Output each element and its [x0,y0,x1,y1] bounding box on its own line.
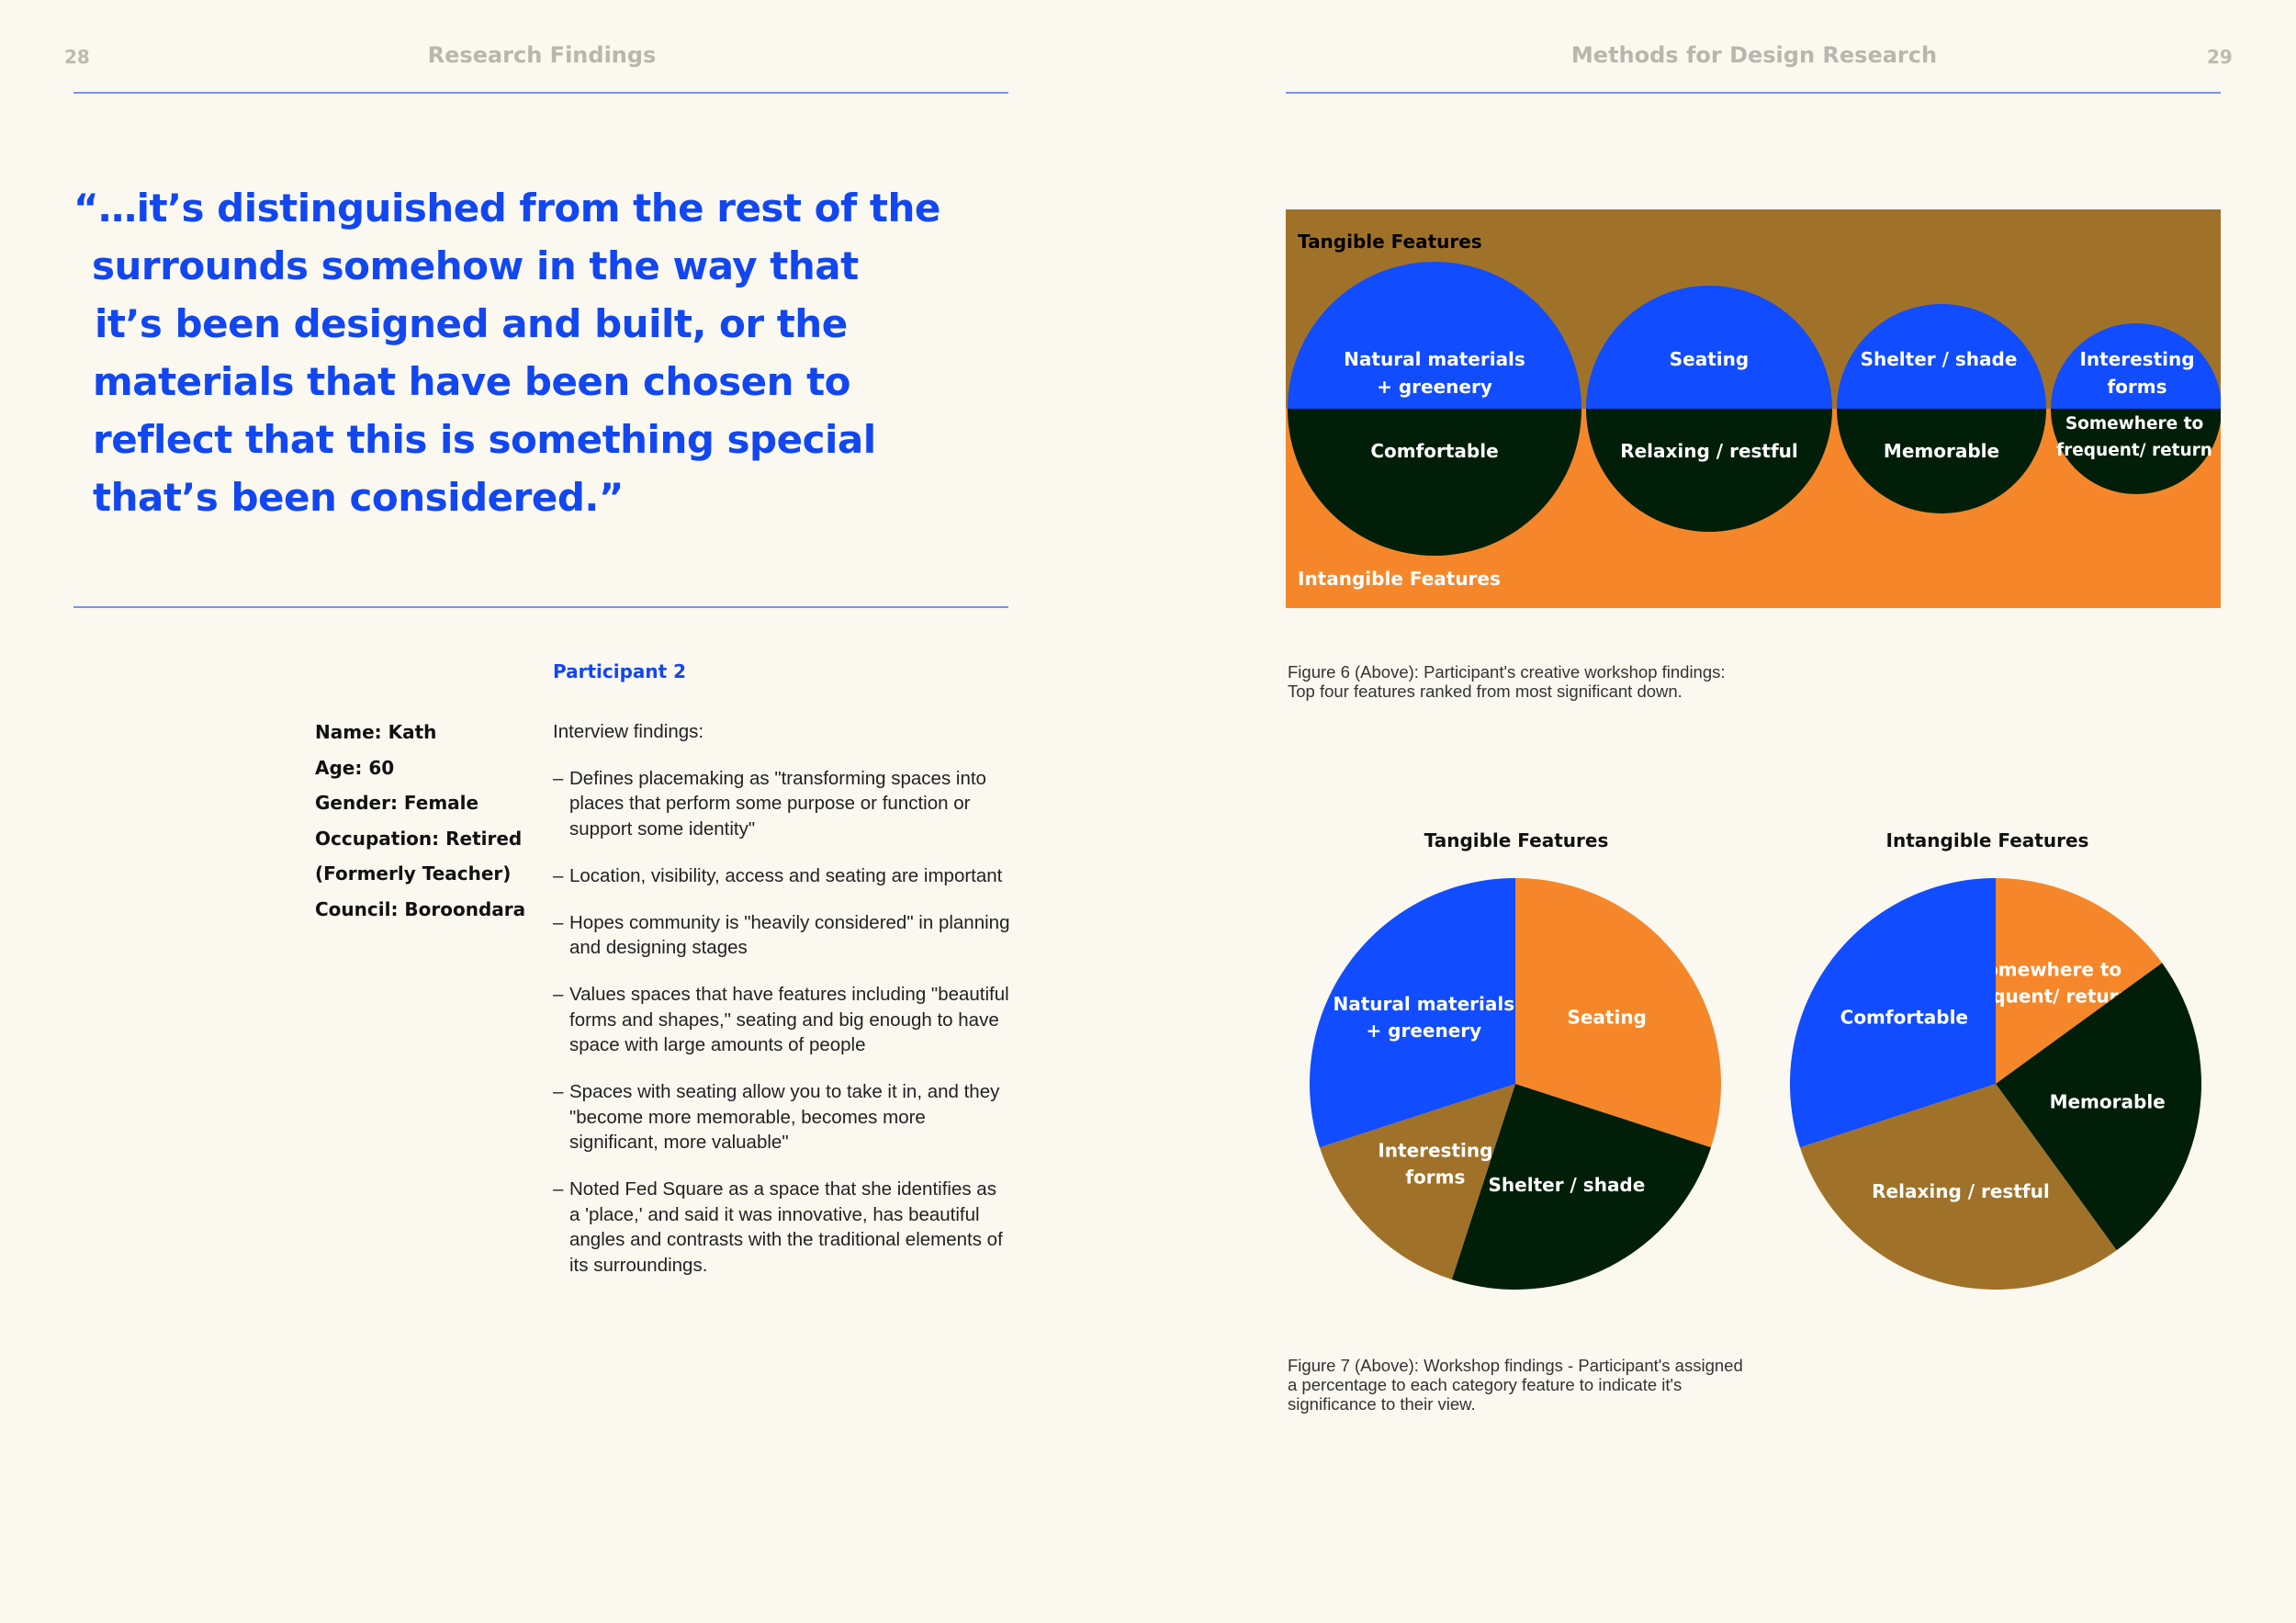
intangible-features-label: Intangible Features [1298,568,1501,590]
finding-item: – Defines placemaking as "transforming sp… [553,766,1012,842]
bullet-dash: – [553,767,564,789]
right-header-rule [1286,92,2221,94]
participant-details: Name: Kath Age: 60 Gender: Female Occupa… [315,715,525,927]
pull-quote: “…it’s distinguished from the rest of th… [73,179,940,526]
pie-slice-relaxing-restful [1799,1084,2117,1290]
pie-slice-label: Relaxing / restful [1872,1180,2050,1202]
participant-age: Age: 60 [315,756,395,779]
rank-4-tangible-label-line: forms [2107,376,2167,398]
pie-slice-label: Memorable [2050,1090,2166,1112]
figure-6-caption: Figure 6 (Above): Participant's creative… [1288,662,1726,701]
rank-2-intangible-label: Relaxing / restful [1620,440,1798,462]
rank-1-circle-bottom [1288,409,1581,556]
finding-text: Defines placemaking as "transforming spa… [569,767,986,840]
rank-3-circle-bottom [1837,409,2046,513]
pie-slice-label: Seating [1567,1007,1646,1029]
rank-4-tangible-label-line: Interesting [2079,348,2194,370]
pie-slice-comfortable [1790,878,1996,1148]
caption-line: a percentage to each category feature to… [1288,1375,1683,1394]
pie-slice-label: Comfortable [1840,1007,1968,1029]
rank-1-circle-top [1288,262,1581,409]
rank-2-tangible-label: Seating [1670,348,1749,370]
participant-occupation: Occupation: Retired [315,827,523,850]
quote-line: “…it’s distinguished from the rest of th… [73,186,940,231]
finding-item: – Values spaces that have features includ… [553,982,1012,1058]
rank-4-circle-bottom [2051,409,2221,494]
rank-2-circle-top [1586,286,1832,409]
pie-slice-label: Somewhere to [1973,959,2122,981]
pie-slice-seating [1515,878,1721,1148]
tangible-features-label: Tangible Features [1298,231,1482,253]
rank-4-intangible-label-line: Somewhere to [2065,414,2203,434]
pie-slice-somewhere-to-frequent-return [1996,878,2163,1084]
participant-council: Council: Boroondara [315,897,526,920]
bullet-dash: – [553,1081,564,1102]
caption-line: significance to their view. [1288,1394,1476,1414]
right-running-title: Methods for Design Research [1570,42,1938,68]
rank-4-intangible-label-line: frequent/ return [2056,441,2212,460]
figure-7-pie-charts: Seating Shelter / shade Interesting forms Na… [1310,878,2201,1290]
finding-item: – Hopes community is "heavily considered"… [553,910,1012,961]
quote-line: surrounds somehow in the way that [92,243,859,288]
pie-slice-interesting-forms [1319,1084,1515,1280]
rank-3-intangible-label: Memorable [1884,440,1999,462]
interview-findings: Interview findings: – Defines placemaking… [553,719,1012,1300]
finding-item: – Noted Fed Square as a space that she id… [553,1177,1012,1278]
quote-line: materials that have been chosen to [93,359,851,404]
pie-1-title: Tangible Features [1424,829,1609,851]
findings-intro: Interview findings: [553,721,704,742]
rank-4-circle-top [2051,323,2221,409]
rank-3-tangible-label: Shelter / shade [1861,348,2018,370]
bullet-dash: – [553,911,564,933]
quote-line: that’s been considered.” [93,475,624,520]
rank-1-intangible-label: Comfortable [1370,440,1498,462]
findings-list: – Defines placemaking as "transforming sp… [553,766,1012,1279]
pie-slice-label: + greenery [1366,1020,1481,1042]
pie-slice-memorable [1996,963,2201,1251]
bullet-dash: – [553,864,564,886]
rank-3-circle-top [1837,304,2046,409]
pie-slice-label: forms [1405,1167,1465,1189]
left-running-title: Research Findings [427,42,657,68]
left-section-rule [73,606,1008,608]
bullet-dash: – [553,984,564,1005]
pie-slice-label: Shelter / shade [1489,1174,1646,1196]
finding-text: Noted Fed Square as a space that she ide… [569,1178,1003,1276]
left-page-number: 28 [64,46,90,68]
pie-slice-label: Interesting [1378,1140,1492,1162]
pie-slice-natural-materials-greenery [1310,878,1515,1148]
caption-line: Figure 6 (Above): Participant's creative… [1288,662,1726,682]
caption-line: Top four features ranked from most signi… [1288,682,1683,701]
finding-text: Spaces with seating allow you to take it… [569,1081,1000,1153]
pie-slice-shelter-shade [1451,1084,1712,1290]
bullet-dash: – [553,1178,564,1200]
participant-gender: Gender: Female [315,792,479,814]
finding-item: – Spaces with seating allow you to take i… [553,1079,1012,1155]
figure-7-caption: Figure 7 (Above): Workshop findings - Pa… [1288,1356,1743,1414]
pie-slice-label: Natural materials [1334,993,1515,1015]
finding-text: Values spaces that have features includi… [569,984,1009,1055]
participant-title: Participant 2 [553,660,687,682]
left-header-rule [73,92,1008,94]
participant-name: Name: Kath [315,721,437,743]
pie-2-title: Intangible Features [1885,829,2089,851]
rank-1-tangible-label-line: + greenery [1377,376,1492,398]
participant-former-occupation: (Formerly Teacher) [315,862,512,885]
rank-1-tangible-label-line: Natural materials [1344,348,1525,370]
finding-text: Location, visibility, access and seating… [569,864,1003,886]
right-page-number: 29 [2207,46,2233,68]
caption-line: Figure 7 (Above): Workshop findings - Pa… [1288,1356,1743,1375]
pie-chart-tangible: Seating Shelter / shade Interesting forms Na… [1310,878,1721,1290]
quote-line: it’s been designed and built, or the [95,301,848,346]
quote-line: reflect that this is something special [93,417,876,462]
finding-text: Hopes community is "heavily considered" … [569,911,1010,959]
figure-6-ranking-diagram: Tangible Features Intangible Features Na… [1286,209,2221,608]
finding-item: – Location, visibility, access and seatin… [553,863,1012,889]
rank-2-circle-bottom [1586,409,1832,532]
